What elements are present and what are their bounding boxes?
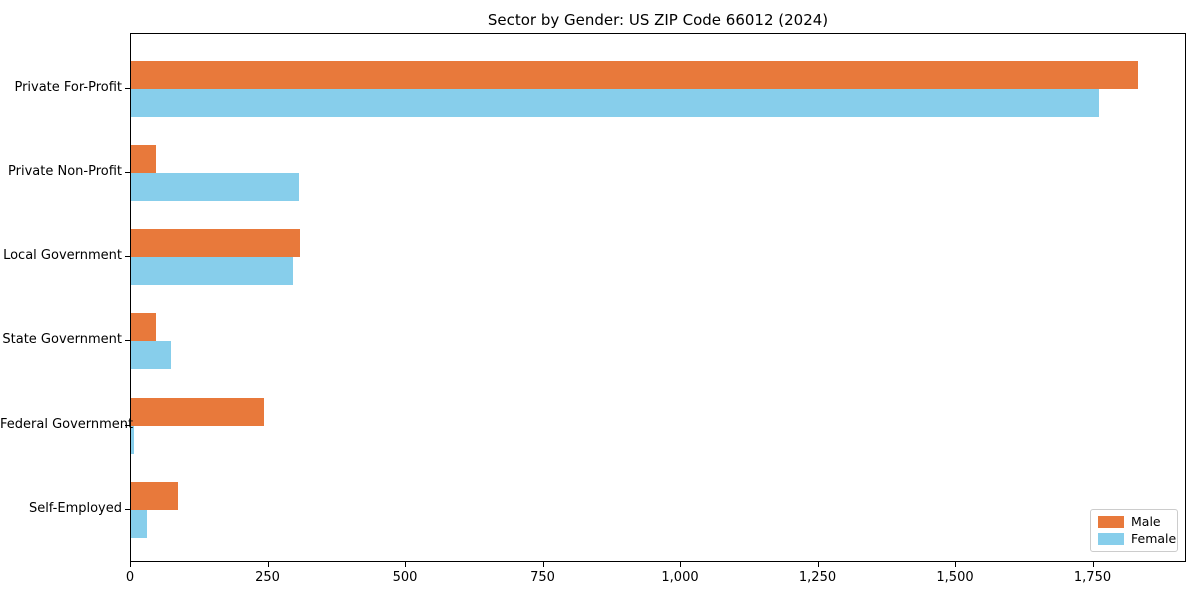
x-tick-750 xyxy=(542,562,544,567)
legend-label-female: Female xyxy=(1131,531,1177,547)
legend-swatch-female xyxy=(1098,533,1124,546)
legend-swatch-male xyxy=(1098,515,1124,528)
bar-male-federal-government xyxy=(131,397,265,426)
legend-entry-male: Male xyxy=(1091,514,1177,530)
y-tick-label-local-government: Local Government xyxy=(3,248,122,264)
x-tick-label-750: 750 xyxy=(530,570,555,585)
x-tick-1-250 xyxy=(817,562,819,567)
y-tick-label-private-for-profit: Private For-Profit xyxy=(14,80,122,95)
x-tick-label-500: 500 xyxy=(392,570,418,585)
bar-male-self-employed xyxy=(131,481,178,510)
y-tick-state-government xyxy=(125,340,130,342)
x-tick-label-1-750: 1,750 xyxy=(1073,570,1112,585)
x-tick-label-1-250: 1,250 xyxy=(798,570,837,585)
x-tick-250 xyxy=(267,562,269,567)
x-tick-label-250: 250 xyxy=(255,570,280,585)
bar-female-state-government xyxy=(131,341,171,370)
bar-male-local-government xyxy=(131,229,300,258)
x-tick-label-0: 0 xyxy=(125,570,135,585)
bar-male-state-government xyxy=(131,313,157,342)
bar-male-private-for-profit xyxy=(131,61,1138,89)
bar-female-private-non-profit xyxy=(131,173,299,202)
x-tick-label-1-000: 1,000 xyxy=(661,570,699,585)
y-tick-private-for-profit xyxy=(125,88,130,89)
y-tick-private-non-profit xyxy=(125,172,130,174)
bar-female-local-government xyxy=(131,257,294,286)
bar-female-self-employed xyxy=(131,509,147,538)
x-tick-500 xyxy=(405,562,406,567)
y-tick-label-self-employed: Self-Employed xyxy=(28,500,122,516)
y-tick-local-government xyxy=(125,256,130,258)
x-tick-1-000 xyxy=(680,562,681,567)
x-tick-0 xyxy=(130,562,131,567)
chart-title: Sector by Gender: US ZIP Code 66012 (202… xyxy=(487,11,829,29)
x-tick-1-500 xyxy=(955,562,956,567)
bar-female-private-for-profit xyxy=(131,89,1099,117)
legend: Male Female xyxy=(1090,509,1178,552)
y-tick-self-employed xyxy=(125,508,130,510)
y-tick-label-private-non-profit: Private Non-Profit xyxy=(8,164,122,180)
plot-area xyxy=(130,33,1186,562)
y-tick-label-federal-government: Federal Government xyxy=(0,416,134,432)
bar-male-private-non-profit xyxy=(131,145,156,174)
x-tick-label-1-500: 1,500 xyxy=(936,570,974,585)
y-tick-label-state-government: State Government xyxy=(2,332,122,348)
bar-female-federal-government xyxy=(131,425,134,454)
x-tick-1-750 xyxy=(1092,562,1094,567)
legend-label-male: Male xyxy=(1131,513,1161,529)
y-tick-federal-government xyxy=(125,424,130,426)
legend-entry-female: Female xyxy=(1091,531,1177,547)
